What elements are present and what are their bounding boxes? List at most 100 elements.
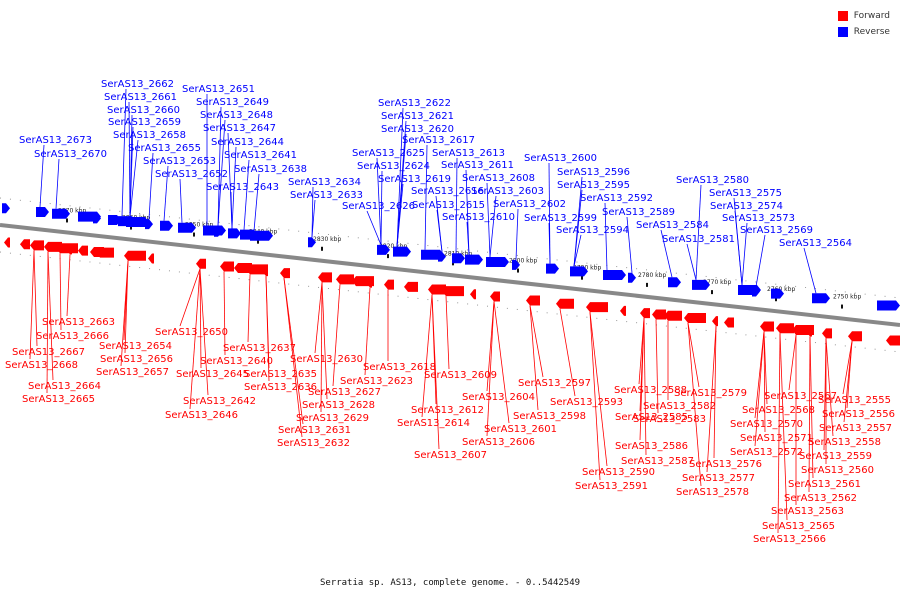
forward-gene-arrow	[526, 295, 540, 306]
forward-gene-label: SerAS13_2629	[296, 413, 369, 424]
forward-gene-arrow	[724, 317, 734, 328]
forward-gene-label: SerAS13_2654	[99, 341, 172, 352]
leader-line	[314, 282, 323, 354]
forward-gene-arrow	[470, 289, 476, 300]
forward-gene-label: SerAS13_2591	[575, 481, 648, 492]
leader-line	[589, 312, 608, 467]
leader-line	[179, 268, 201, 327]
leader-line	[189, 268, 201, 410]
reverse-gene-arrow	[145, 219, 153, 230]
leader-line	[741, 222, 748, 286]
reverse-gene-label: SerAS13_2584	[636, 220, 709, 231]
forward-gene-label: SerAS13_2572	[730, 447, 803, 458]
forward-gene-label: SerAS13_2623	[340, 376, 413, 387]
leader-line	[366, 210, 382, 246]
leader-line	[515, 208, 519, 260]
leader-line	[47, 251, 54, 381]
tick-label: 2790 kbp	[573, 265, 601, 272]
forward-gene-arrow	[20, 239, 30, 250]
leader-line	[777, 333, 781, 534]
leader-line	[283, 278, 303, 438]
reverse-gene-label: SerAS13_2652	[155, 169, 228, 180]
reverse-swatch	[837, 27, 848, 37]
leader-line	[655, 319, 659, 414]
genome-caption: Serratia sp. AS13, complete genome. - 0.…	[319, 578, 581, 588]
leader-line	[124, 260, 129, 354]
reverse-gene-label: SerAS13_2595	[557, 180, 630, 191]
legend-reverse: Reverse	[837, 24, 890, 40]
reverse-gene-arrow	[308, 237, 316, 248]
leader-line	[466, 221, 470, 255]
forward-gene-label: SerAS13_2579	[674, 388, 747, 399]
leader-line	[788, 334, 797, 391]
leader-line	[199, 268, 209, 396]
forward-gene-label: SerAS13_2567	[764, 391, 837, 402]
forward-gene-label: SerAS13_2666	[36, 331, 109, 342]
leader-line	[573, 234, 582, 267]
forward-gene-label: SerAS13_2631	[278, 425, 351, 436]
forward-gene-label: SerAS13_2607	[414, 450, 487, 461]
forward-gene-label: SerAS13_2565	[762, 521, 835, 532]
leader-line	[265, 276, 270, 382]
reverse-gene-arrow	[570, 266, 588, 277]
forward-gene-arrow	[652, 309, 666, 320]
forward-gene-arrow	[640, 308, 650, 319]
reverse-gene-arrows	[2, 203, 900, 311]
leader-line	[39, 144, 45, 208]
forward-gene-label: SerAS13_2555	[818, 395, 891, 406]
reverse-gene-arrow	[377, 244, 390, 255]
reverse-gene-label: SerAS13_2592	[580, 193, 653, 204]
reverse-gene-label: SerAS13_2599	[524, 213, 597, 224]
reverse-gene-arrow	[812, 293, 830, 304]
leader-line	[199, 268, 202, 369]
tick-mark	[452, 261, 454, 266]
forward-swatch	[837, 11, 848, 21]
reverse-gene-arrow	[178, 222, 196, 233]
leader-line	[55, 158, 60, 209]
reverse-gene-label: SerAS13_2638	[234, 164, 307, 175]
leader-line	[842, 341, 853, 395]
forward-gene-label: SerAS13_2576	[689, 459, 762, 470]
forward-gene-label: SerAS13_2593	[550, 397, 623, 408]
leader-line	[59, 253, 62, 331]
reverse-gene-label: SerAS13_2655	[128, 143, 201, 154]
forward-gene-label: SerAS13_2637	[223, 343, 296, 354]
forward-gene-label: SerAS13_2668	[5, 360, 78, 371]
leader-line	[763, 331, 766, 433]
forward-gene-arrow	[66, 244, 72, 255]
forward-gene-label: SerAS13_2556	[822, 409, 895, 420]
leader-line	[529, 305, 539, 411]
leader-line	[431, 294, 440, 450]
reverse-gene-label: SerAS13_2569	[740, 225, 813, 236]
forward-gene-arrow	[384, 279, 394, 290]
reverse-gene-label: SerAS13_2617	[402, 135, 475, 146]
reverse-gene-label: SerAS13_2653	[143, 156, 216, 167]
reverse-gene-arrow	[628, 272, 636, 283]
forward-leader-lines	[29, 250, 853, 534]
leader-line	[376, 157, 382, 245]
reverse-gene-arrow	[108, 215, 121, 225]
reverse-gene-label: SerAS13_2613	[432, 148, 505, 159]
reverse-gene-label: SerAS13_2575	[709, 188, 782, 199]
leader-line	[755, 234, 766, 287]
forward-gene-arrow	[776, 323, 794, 334]
forward-gene-label: SerAS13_2640	[200, 356, 273, 367]
leader-line	[493, 301, 510, 424]
reverse-gene-label: SerAS13_2619	[378, 174, 451, 185]
forward-gene-arrow	[96, 247, 114, 258]
forward-gene-label: SerAS13_2598	[513, 411, 586, 422]
reverse-gene-arrow	[93, 213, 101, 224]
leader-line	[455, 157, 458, 254]
reverse-gene-label: SerAS13_2600	[524, 153, 597, 164]
reverse-gene-label: SerAS13_2594	[556, 225, 629, 236]
reverse-gene-label: SerAS13_2589	[602, 207, 675, 218]
forward-gene-label: SerAS13_2614	[397, 418, 470, 429]
forward-gene-label: SerAS13_2656	[100, 354, 173, 365]
forward-gene-label: SerAS13_2645	[176, 369, 249, 380]
leader-line	[148, 152, 154, 220]
leader-line	[129, 139, 139, 218]
reverse-gene-label: SerAS13_2643	[206, 182, 279, 193]
reverse-gene-arrow	[692, 279, 710, 290]
leader-line	[559, 308, 576, 397]
legend-reverse-label: Reverse	[853, 27, 890, 37]
